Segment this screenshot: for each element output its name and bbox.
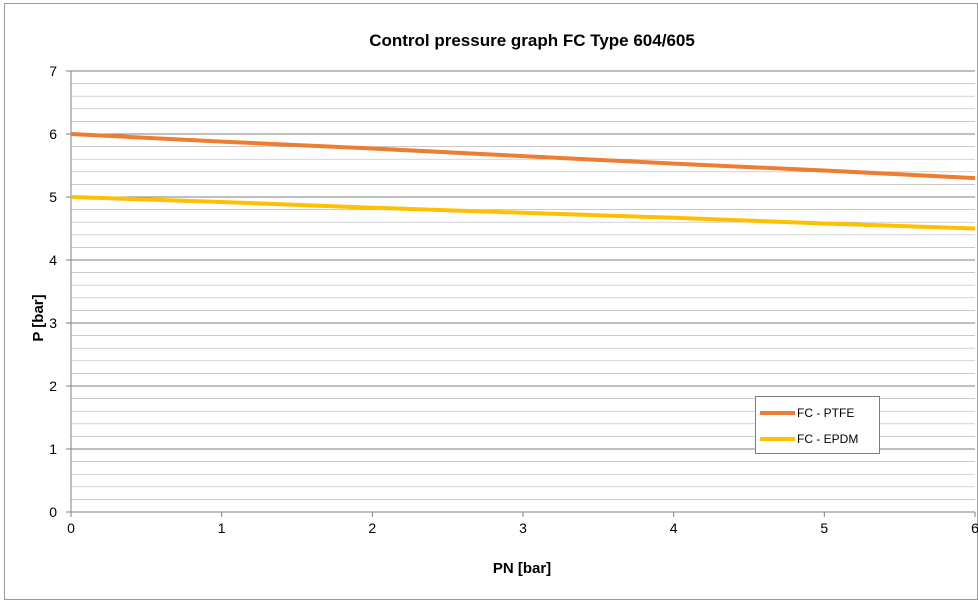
legend-label-ptfe: FC - PTFE: [797, 406, 854, 420]
chart-title: Control pressure graph FC Type 604/605: [369, 31, 695, 50]
x-tick-label: 3: [519, 520, 527, 536]
y-tick-label: 4: [49, 252, 57, 268]
x-tick-label: 2: [368, 520, 376, 536]
x-tick-label: 1: [218, 520, 226, 536]
y-tick-label: 2: [49, 378, 57, 394]
y-tick-label: 1: [49, 441, 57, 457]
y-tick-label: 3: [49, 315, 57, 331]
x-tick-label: 4: [670, 520, 678, 536]
y-tick-label: 7: [49, 63, 57, 79]
series-line-fc-ptfe: [70, 132, 976, 181]
series-line-fc-epdm: [70, 195, 976, 231]
legend: FC - PTFE FC - EPDM: [755, 396, 880, 454]
y-tick-label: 5: [49, 189, 57, 205]
y-axis-ticks: 0 1 2 3 4 5 6 7: [49, 63, 71, 520]
x-tick-label: 6: [971, 520, 978, 536]
x-axis-label: PN [bar]: [493, 560, 551, 577]
x-tick-label: 5: [820, 520, 828, 536]
series-lines: [70, 132, 976, 231]
x-axis-ticks: 0 1 2 3 4 5 6: [67, 512, 978, 536]
x-tick-label: 0: [67, 520, 75, 536]
chart-border: [4, 3, 978, 600]
legend-label-epdm: FC - EPDM: [797, 432, 858, 446]
y-tick-label: 0: [49, 504, 57, 520]
y-axis-label: P [bar]: [30, 294, 47, 341]
y-tick-label: 6: [49, 126, 57, 142]
legend-box: [755, 396, 880, 454]
